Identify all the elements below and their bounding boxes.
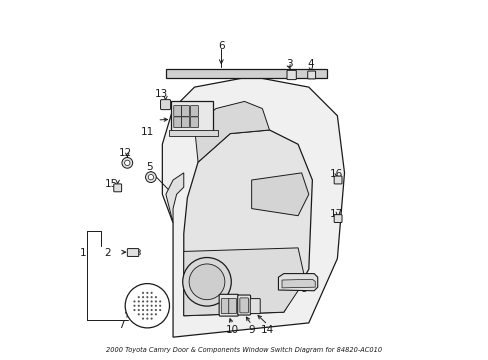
Circle shape [150, 300, 152, 302]
Circle shape [138, 249, 140, 252]
Circle shape [146, 313, 148, 315]
FancyBboxPatch shape [286, 70, 296, 80]
Text: 14: 14 [261, 325, 274, 335]
FancyBboxPatch shape [127, 249, 139, 256]
Polygon shape [165, 173, 183, 223]
FancyBboxPatch shape [228, 298, 236, 314]
Circle shape [155, 296, 157, 298]
Circle shape [146, 292, 148, 294]
Polygon shape [183, 248, 305, 316]
Circle shape [138, 296, 140, 298]
Circle shape [142, 313, 144, 315]
Circle shape [159, 309, 161, 311]
Circle shape [142, 292, 144, 294]
Circle shape [155, 309, 157, 311]
Polygon shape [162, 76, 344, 337]
Circle shape [133, 305, 135, 307]
FancyBboxPatch shape [181, 117, 189, 127]
FancyBboxPatch shape [173, 117, 181, 127]
Circle shape [150, 296, 152, 298]
Circle shape [155, 305, 157, 307]
Circle shape [146, 305, 148, 307]
Text: 1: 1 [80, 248, 86, 258]
Text: 10: 10 [225, 325, 238, 335]
Circle shape [133, 309, 135, 311]
Circle shape [138, 309, 140, 311]
Text: 7: 7 [118, 320, 124, 330]
Circle shape [138, 252, 140, 255]
Circle shape [146, 318, 148, 320]
Circle shape [146, 309, 148, 311]
FancyBboxPatch shape [250, 298, 260, 314]
Circle shape [183, 257, 231, 306]
FancyBboxPatch shape [237, 295, 250, 315]
Circle shape [142, 318, 144, 320]
Text: 6: 6 [218, 41, 224, 51]
Polygon shape [278, 274, 317, 291]
Text: 2: 2 [104, 248, 111, 258]
Circle shape [138, 313, 140, 315]
FancyBboxPatch shape [173, 105, 181, 116]
Circle shape [138, 300, 140, 302]
Text: 5: 5 [146, 162, 153, 172]
Text: 2000 Toyota Camry Door & Components Window Switch Diagram for 84820-AC010: 2000 Toyota Camry Door & Components Wind… [106, 347, 382, 353]
FancyBboxPatch shape [307, 71, 315, 79]
FancyBboxPatch shape [219, 294, 238, 316]
Polygon shape [282, 279, 315, 288]
Circle shape [155, 313, 157, 315]
Text: 15: 15 [105, 179, 118, 189]
Polygon shape [251, 173, 308, 216]
Text: 9: 9 [248, 325, 254, 335]
Circle shape [150, 309, 152, 311]
Text: 3: 3 [285, 59, 292, 69]
FancyBboxPatch shape [170, 101, 213, 132]
FancyBboxPatch shape [165, 69, 326, 78]
Text: 11: 11 [141, 127, 154, 137]
FancyBboxPatch shape [181, 105, 189, 116]
Circle shape [159, 305, 161, 307]
Circle shape [142, 296, 144, 298]
Polygon shape [183, 130, 312, 316]
Circle shape [150, 305, 152, 307]
Circle shape [150, 292, 152, 294]
Circle shape [142, 309, 144, 311]
Text: 12: 12 [119, 148, 132, 158]
FancyBboxPatch shape [169, 130, 218, 136]
Text: 8: 8 [300, 284, 306, 294]
Text: 13: 13 [155, 89, 168, 99]
Circle shape [159, 300, 161, 302]
FancyBboxPatch shape [240, 298, 248, 313]
Circle shape [122, 157, 132, 168]
FancyBboxPatch shape [333, 176, 341, 184]
Circle shape [133, 300, 135, 302]
FancyBboxPatch shape [221, 298, 229, 314]
Circle shape [142, 305, 144, 307]
Polygon shape [194, 102, 269, 162]
Circle shape [142, 300, 144, 302]
Circle shape [148, 175, 153, 180]
Text: 17: 17 [329, 209, 343, 219]
Text: 16: 16 [329, 168, 343, 179]
Circle shape [150, 318, 152, 320]
Text: 4: 4 [306, 59, 313, 69]
FancyBboxPatch shape [190, 117, 198, 127]
FancyBboxPatch shape [160, 100, 170, 110]
Circle shape [146, 300, 148, 302]
Circle shape [146, 296, 148, 298]
Circle shape [125, 284, 169, 328]
FancyBboxPatch shape [333, 215, 341, 222]
Circle shape [150, 313, 152, 315]
Circle shape [124, 160, 130, 166]
Circle shape [138, 305, 140, 307]
Circle shape [155, 300, 157, 302]
Circle shape [145, 172, 156, 183]
Circle shape [189, 264, 224, 300]
FancyBboxPatch shape [190, 105, 198, 116]
FancyBboxPatch shape [114, 184, 122, 192]
